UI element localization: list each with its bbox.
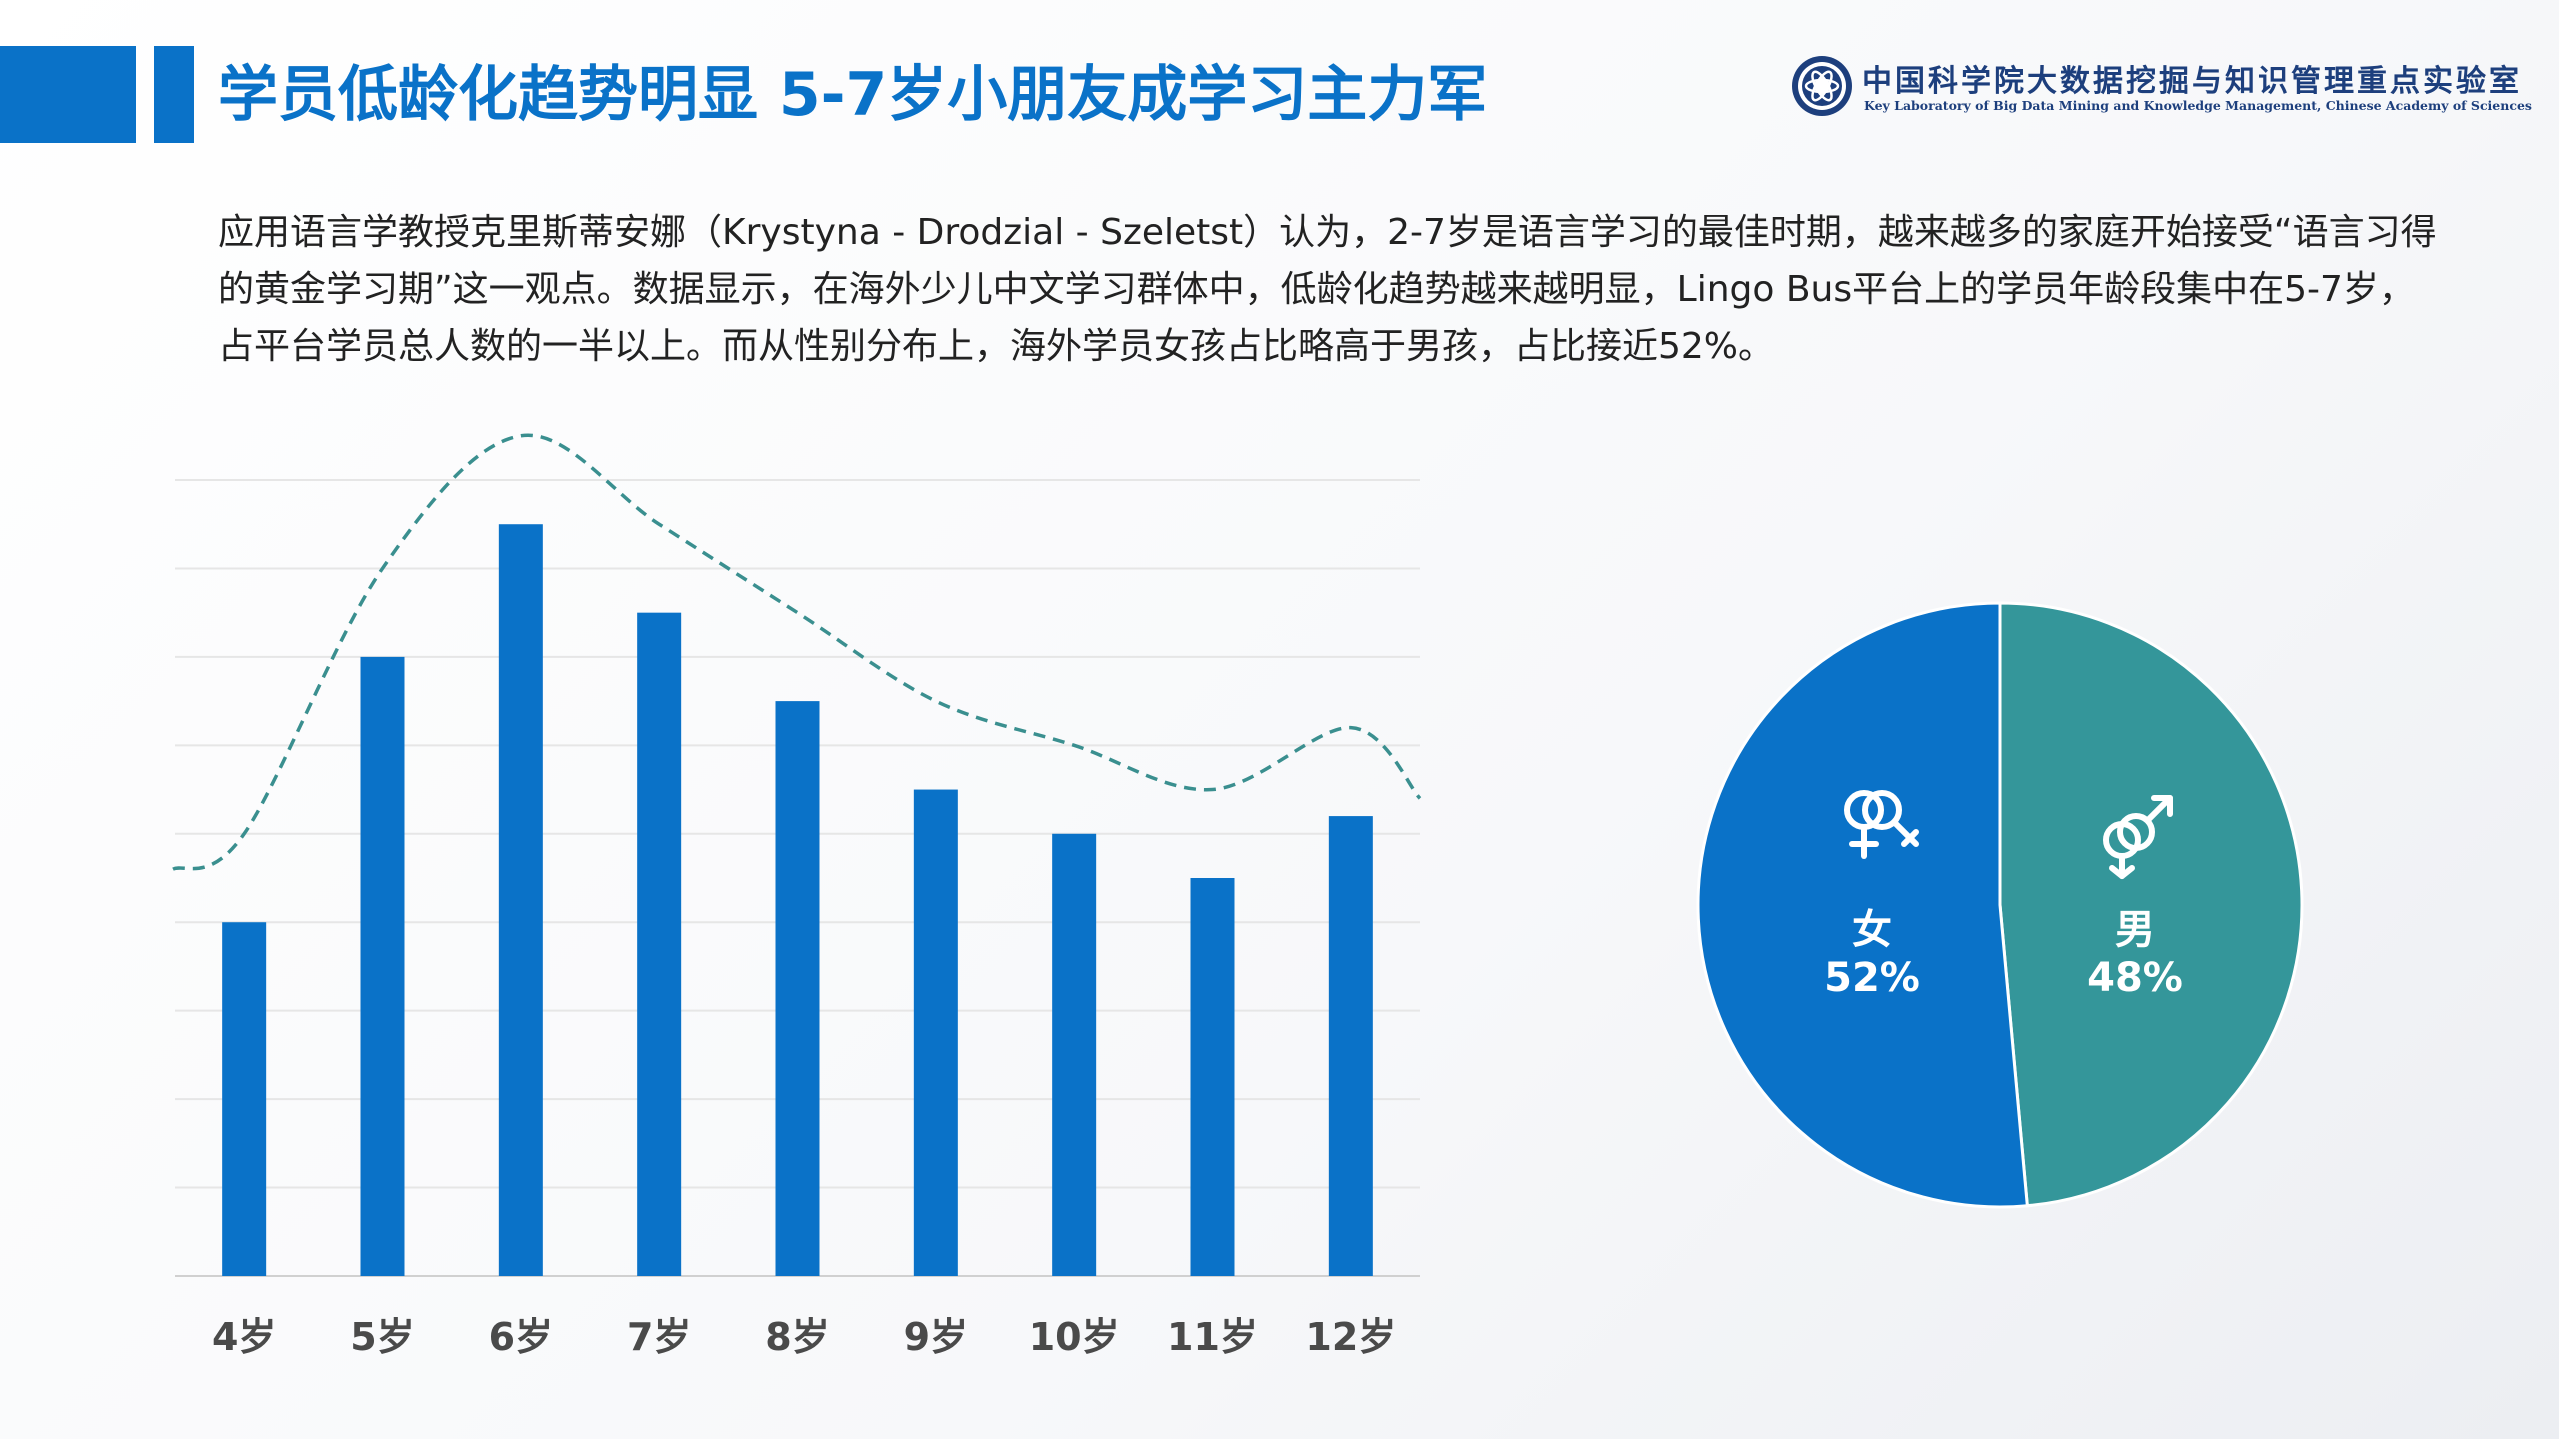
gender-pie-chart — [1696, 601, 2304, 1209]
intro-paragraph: 应用语言学教授克里斯蒂安娜（Krystyna - Drodzial - Szel… — [218, 212, 2437, 367]
female-percent: 52% — [1824, 955, 1920, 1001]
female-label-text: 女 — [1852, 907, 1892, 953]
pie-slice-female — [1696, 601, 2029, 1209]
logo-cn-name: 中国科学院大数据挖掘与知识管理重点实验室 — [1862, 64, 2522, 99]
x-tick-label: 5岁 — [350, 1315, 414, 1359]
male-percent: 48% — [2087, 955, 2183, 1001]
male-label-text: 男 — [2115, 907, 2155, 953]
x-tick-label: 11岁 — [1167, 1315, 1258, 1359]
bar — [360, 656, 405, 1276]
bar — [1328, 816, 1373, 1276]
bar — [222, 922, 267, 1276]
page-title: 学员低龄化趋势明显 5-7岁小朋友成学习主力军 — [218, 60, 1488, 130]
bar — [498, 524, 543, 1276]
x-tick-label: 8岁 — [765, 1315, 829, 1359]
bar — [1190, 878, 1235, 1276]
female-symbol-icon — [1844, 790, 1919, 859]
bar — [913, 789, 958, 1276]
institution-logo: 中国科学院大数据挖掘与知识管理重点实验室 Key Laboratory of B… — [1790, 52, 2532, 124]
logo-en-name: Key Laboratory of Big Data Mining and Kn… — [1864, 98, 2532, 113]
header-accent-stripe — [154, 46, 194, 143]
bar — [637, 612, 682, 1276]
x-tick-label: 6岁 — [489, 1315, 553, 1359]
x-tick-label: 7岁 — [627, 1315, 691, 1359]
x-tick-label: 10岁 — [1029, 1315, 1120, 1359]
cas-seal-icon — [1792, 56, 1852, 116]
x-tick-label: 4岁 — [212, 1315, 276, 1359]
bar — [775, 701, 820, 1276]
age-bar-chart: 4岁 5岁 6岁 7岁 8岁 9岁 10岁 11岁 12岁 — [172, 433, 1422, 1359]
male-label: 男 48% — [2035, 906, 2235, 1002]
pie-slice-male — [1998, 601, 2304, 1208]
female-label: 女 52% — [1772, 906, 1972, 1002]
header-accent-block — [0, 46, 136, 143]
x-tick-label: 9岁 — [904, 1315, 968, 1359]
trend-line — [172, 433, 1422, 871]
x-tick-label: 12岁 — [1305, 1315, 1396, 1359]
bar — [1052, 833, 1097, 1276]
male-symbol-icon — [2103, 795, 2173, 879]
